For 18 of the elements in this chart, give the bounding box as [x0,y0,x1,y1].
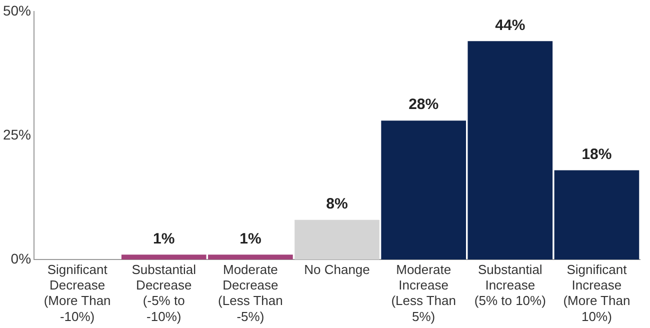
data-label: 1% [153,230,175,248]
x-tick-label: Significant Increase (More Than 10%) [563,262,630,324]
x-tick-label: No Change [304,262,370,277]
x-tick-label: Substantial Increase (5% to 10%) [474,262,546,308]
data-label: 8% [326,196,348,213]
y-tick-label: 0% [10,250,32,266]
data-label: 44% [495,16,526,34]
data-label: 1% [240,230,262,248]
data-label: 18% [582,146,612,163]
y-tick-label: 25% [2,126,32,142]
y-tick-label: 50% [2,2,32,18]
x-tick-label: Significant Decrease (More Than -10%) [44,262,111,324]
bar [554,170,640,260]
x-tick-label: Moderate Increase (Less Than 5%) [391,262,456,324]
x-tick-label: Substantial Decrease (-5% to -10%) [132,262,196,324]
data-label: 28% [408,96,439,114]
x-tick-label: Moderate Decrease (Less Than -5%) [218,262,283,324]
bar [294,220,380,260]
